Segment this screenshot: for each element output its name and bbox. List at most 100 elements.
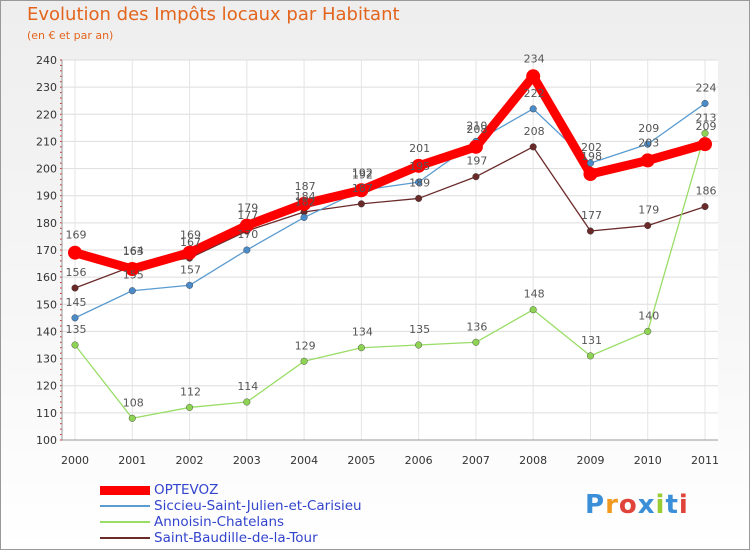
y-tick-label: 230 bbox=[36, 81, 57, 94]
data-point bbox=[415, 194, 423, 202]
data-label: 208 bbox=[466, 123, 487, 136]
data-label: 202 bbox=[581, 141, 602, 154]
data-point bbox=[357, 200, 365, 208]
logo-letter: t bbox=[665, 490, 679, 520]
legend-item-annoisin[interactable]: Annoisin-Chatelans bbox=[100, 514, 284, 530]
data-label: 182 bbox=[295, 195, 316, 208]
data-label: 140 bbox=[638, 309, 659, 322]
logo-letter: i bbox=[678, 490, 689, 520]
data-label: 195 bbox=[409, 160, 430, 173]
legend-item-saint-baudille[interactable]: Saint-Baudille-de-la-Tour bbox=[100, 530, 318, 546]
data-label: 170 bbox=[237, 228, 258, 241]
data-point bbox=[243, 398, 251, 406]
data-point bbox=[71, 284, 79, 292]
data-label: 135 bbox=[409, 323, 430, 336]
data-label: 167 bbox=[180, 236, 201, 249]
y-tick-label: 160 bbox=[36, 271, 57, 284]
data-label: 222 bbox=[524, 87, 545, 100]
x-tick-label: 2000 bbox=[61, 454, 89, 467]
x-tick-label: 2005 bbox=[347, 454, 375, 467]
data-point bbox=[182, 245, 197, 260]
data-point bbox=[128, 287, 136, 295]
y-tick-label: 150 bbox=[36, 298, 57, 311]
data-label: 131 bbox=[581, 334, 602, 347]
data-label: 134 bbox=[352, 326, 373, 339]
data-label: 156 bbox=[66, 266, 87, 279]
data-point bbox=[300, 357, 308, 365]
legend-swatch-siccieu bbox=[100, 505, 150, 507]
data-point bbox=[698, 137, 712, 152]
legend-item-optevoz[interactable]: OPTEVOZ bbox=[100, 482, 218, 498]
x-tick-label: 2011 bbox=[691, 454, 719, 467]
x-tick-label: 2007 bbox=[462, 454, 490, 467]
data-label: 136 bbox=[466, 320, 487, 333]
data-point bbox=[529, 105, 537, 113]
data-point bbox=[586, 227, 594, 235]
chart-title: Evolution des Impôts locaux par Habitant bbox=[27, 4, 400, 25]
x-tick-label: 2003 bbox=[233, 454, 261, 467]
data-point bbox=[186, 403, 194, 411]
data-label: 209 bbox=[696, 120, 717, 133]
data-label: 114 bbox=[237, 380, 258, 393]
data-point bbox=[297, 196, 312, 211]
x-tick-label: 2010 bbox=[634, 454, 662, 467]
data-point bbox=[586, 159, 594, 167]
data-point bbox=[472, 173, 480, 181]
data-label: 187 bbox=[352, 182, 373, 195]
y-tick-label: 130 bbox=[36, 353, 57, 366]
legend-label: Annoisin-Chatelans bbox=[154, 514, 285, 530]
x-tick-label: 2002 bbox=[176, 454, 204, 467]
y-tick-label: 120 bbox=[36, 380, 57, 393]
data-label: 224 bbox=[696, 81, 717, 94]
y-tick-label: 140 bbox=[36, 325, 57, 338]
y-tick-label: 210 bbox=[36, 135, 57, 148]
data-label: 234 bbox=[524, 52, 545, 65]
data-label: 187 bbox=[295, 180, 316, 193]
data-point bbox=[300, 213, 308, 221]
data-label: 189 bbox=[409, 176, 430, 189]
data-point bbox=[186, 281, 194, 289]
y-tick-label: 170 bbox=[36, 244, 57, 257]
data-point bbox=[640, 153, 655, 168]
data-label: 145 bbox=[66, 296, 87, 309]
legend-swatch-annoisin bbox=[100, 521, 150, 523]
data-label: 155 bbox=[123, 269, 144, 282]
logo-letter: o bbox=[618, 490, 638, 520]
data-label: 148 bbox=[524, 288, 545, 301]
data-label: 179 bbox=[237, 202, 258, 215]
legend-swatch-saint-baudille bbox=[100, 537, 150, 539]
data-label: 208 bbox=[524, 125, 545, 138]
data-label: 112 bbox=[180, 385, 201, 398]
data-point bbox=[354, 183, 369, 198]
x-tick-label: 2009 bbox=[576, 454, 604, 467]
data-point bbox=[644, 140, 652, 148]
data-point bbox=[415, 178, 423, 186]
data-point bbox=[239, 218, 254, 233]
y-tick-label: 240 bbox=[36, 54, 57, 67]
y-tick-label: 180 bbox=[36, 217, 57, 230]
y-tick-label: 220 bbox=[36, 108, 57, 121]
data-label: 198 bbox=[581, 150, 602, 163]
chart-subtitle: (en € et par an) bbox=[27, 29, 114, 42]
logo-letter: r bbox=[605, 490, 619, 520]
data-point bbox=[529, 143, 537, 151]
y-tick-label: 190 bbox=[36, 190, 57, 203]
y-tick-label: 200 bbox=[36, 163, 57, 176]
data-point bbox=[411, 158, 426, 173]
data-point bbox=[526, 69, 541, 84]
legend-label: Siccieu-Saint-Julien-et-Carisieu bbox=[154, 498, 362, 514]
data-label: 177 bbox=[237, 209, 258, 222]
data-point bbox=[701, 129, 709, 137]
data-point bbox=[357, 344, 365, 352]
legend-item-siccieu[interactable]: Siccieu-Saint-Julien-et-Carisieu bbox=[100, 498, 362, 514]
series-line bbox=[74, 102, 706, 319]
legend-label: Saint-Baudille-de-la-Tour bbox=[154, 530, 318, 546]
data-label: 179 bbox=[638, 204, 659, 217]
y-tick-label: 110 bbox=[36, 407, 57, 420]
proxiti-logo: Proxiti bbox=[585, 490, 689, 520]
data-point bbox=[71, 341, 79, 349]
x-tick-label: 2001 bbox=[118, 454, 146, 467]
data-label: 177 bbox=[581, 209, 602, 222]
data-label: 197 bbox=[466, 155, 487, 168]
